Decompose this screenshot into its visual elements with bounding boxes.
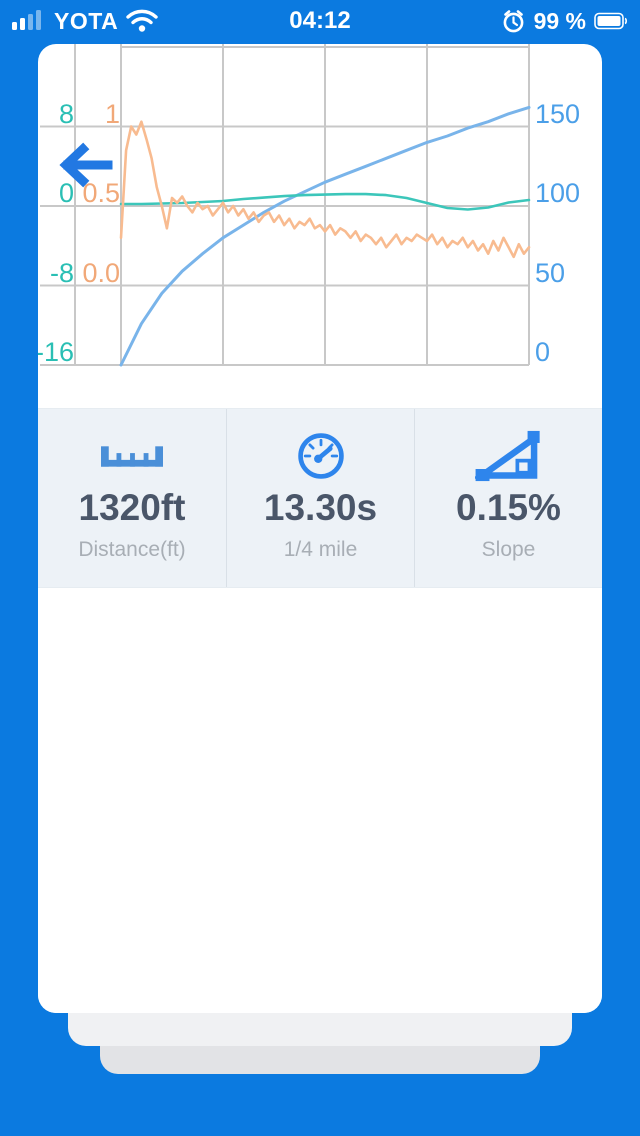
alarm-icon [503, 9, 523, 32]
cell-signal-icon [12, 10, 41, 30]
chart-canvas [40, 44, 531, 367]
axis-tick-label: 100 [535, 178, 581, 208]
ruler-icon [101, 434, 163, 478]
results-list: Distance sec@km/h 60ft 1.84s 330ft 5.43s… [38, 590, 602, 1013]
axis-tick-label: 0 [535, 337, 551, 367]
axis-tick-label: 50 [535, 257, 566, 288]
battery-icon [594, 12, 627, 30]
axis-tick-label: -16 [38, 337, 74, 367]
wifi-icon [126, 9, 158, 32]
stat-quarter-mile-label: 1/4 mile [283, 538, 358, 561]
axis-tick-label: 150 [535, 98, 581, 129]
stat-quarter-mile-value: 13.30s [263, 487, 378, 528]
axis-tick-label: 1 [104, 98, 120, 129]
stat-slope: 0.15% Slope [414, 409, 602, 587]
speedometer-icon [295, 433, 347, 479]
status-bar: YOTA 04:12 99 % [0, 0, 640, 42]
stat-quarter-mile: 13.30s 1/4 mile [226, 409, 414, 587]
stat-distance: 1320ft Distance(ft) [38, 409, 226, 587]
carrier-label: YOTA [54, 7, 119, 34]
slope-icon [474, 430, 543, 482]
back-arrow-icon [59, 142, 113, 188]
status-right: 99 % [501, 8, 628, 35]
axis-tick-label: 0.0 [82, 257, 120, 288]
stat-slope-value: 0.15% [456, 487, 561, 528]
axis-tick-label: 8 [58, 98, 74, 129]
axis-tick-label: 0.5 [82, 178, 120, 208]
stat-distance-label: Distance(ft) [78, 538, 186, 561]
battery-percent: 99 % [533, 7, 586, 34]
stat-distance-value: 1320ft [78, 487, 186, 528]
run-result-card: 8 0 -8 -16 1 0.5 0.0 150 100 50 0 [38, 44, 602, 1013]
axis-tick-label: 0 [58, 178, 74, 208]
stat-slope-label: Slope [481, 538, 536, 561]
back-button[interactable] [56, 142, 114, 188]
chart: 8 0 -8 -16 1 0.5 0.0 150 100 50 0 [38, 44, 602, 408]
axis-tick-label: -8 [49, 257, 74, 288]
status-left: YOTA [12, 8, 158, 35]
stats-row: 1320ft Distance(ft) [38, 408, 602, 588]
